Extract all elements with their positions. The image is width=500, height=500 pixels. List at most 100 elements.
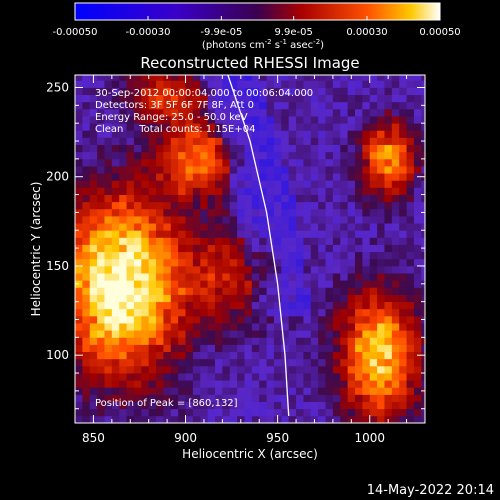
heatmap-cell	[399, 130, 407, 138]
heatmap-cell	[185, 258, 194, 267]
heatmap-cell	[384, 301, 393, 310]
x-tick-label: 900	[174, 431, 197, 445]
heatmap-cell	[192, 158, 201, 167]
heatmap-cell	[192, 230, 201, 238]
heatmap-cell	[185, 194, 194, 203]
heatmap-cell	[340, 337, 349, 345]
heatmap-cell	[229, 237, 238, 245]
heatmap-cell	[229, 315, 238, 324]
heatmap-cell	[82, 287, 91, 295]
heatmap-cell	[303, 308, 312, 317]
heatmap-cell	[133, 80, 142, 88]
heatmap-cell	[148, 194, 157, 203]
heatmap-cell	[215, 151, 223, 160]
heatmap-cell	[222, 230, 231, 238]
heatmap-cell	[141, 166, 150, 174]
heatmap-cell	[148, 280, 157, 288]
heatmap-cell	[104, 330, 113, 338]
heatmap-cell	[207, 101, 216, 110]
heatmap-cell	[273, 187, 282, 195]
heatmap-cell	[296, 287, 304, 295]
heatmap-cell	[340, 166, 349, 174]
heatmap-cell	[310, 315, 319, 324]
heatmap-cell	[325, 75, 334, 81]
heatmap-cell	[259, 123, 267, 131]
heatmap-cell	[119, 75, 127, 81]
heatmap-cell	[104, 265, 113, 274]
heatmap-cell	[185, 365, 194, 374]
heatmap-cell	[399, 223, 407, 231]
heatmap-cell	[148, 237, 157, 245]
heatmap-cell	[111, 116, 120, 124]
heatmap-cell	[303, 180, 312, 188]
heatmap-cell	[296, 273, 304, 281]
heatmap-cell	[163, 80, 172, 88]
heatmap-cell	[163, 116, 172, 124]
heatmap-cell	[229, 280, 238, 288]
heatmap-cell	[332, 151, 341, 160]
heatmap-cell	[244, 194, 253, 203]
heatmap-cell	[384, 323, 393, 331]
heatmap-cell	[215, 108, 223, 117]
heatmap-cell	[156, 258, 164, 267]
heatmap-cell	[325, 358, 334, 367]
heatmap-cell	[89, 108, 98, 117]
heatmap-cell	[391, 80, 400, 88]
heatmap-cell	[377, 180, 385, 188]
heatmap-cell	[82, 94, 91, 103]
heatmap-cell	[296, 101, 304, 110]
heatmap-cell	[148, 337, 157, 345]
heatmap-cell	[207, 315, 216, 324]
heatmap-cell	[185, 265, 194, 274]
heatmap-cell	[391, 273, 400, 281]
heatmap-cell	[303, 151, 312, 160]
heatmap-cell	[369, 280, 378, 288]
heatmap-cell	[192, 373, 201, 381]
heatmap-cell	[273, 208, 282, 217]
heatmap-cell	[288, 94, 297, 103]
heatmap-cell	[215, 287, 223, 295]
heatmap-cell	[369, 173, 378, 181]
heatmap-cell	[266, 273, 275, 281]
heatmap-cell	[399, 158, 407, 167]
heatmap-cell	[237, 94, 245, 103]
heatmap-cell	[207, 308, 216, 317]
heatmap-cell	[141, 208, 150, 217]
heatmap-cell	[82, 401, 91, 410]
heatmap-cell	[362, 287, 371, 295]
heatmap-cell	[133, 75, 142, 81]
heatmap-cell	[82, 166, 91, 174]
heatmap-cell	[318, 280, 326, 288]
heatmap-cell	[310, 201, 319, 210]
heatmap-cell	[273, 158, 282, 167]
heatmap-cell	[325, 187, 334, 195]
heatmap-cell	[170, 287, 179, 295]
heatmap-cell	[391, 251, 400, 260]
heatmap-cell	[288, 365, 297, 374]
heatmap-cell	[192, 408, 201, 417]
heatmap-cell	[222, 330, 231, 338]
heatmap-cell	[200, 408, 209, 417]
heatmap-cell	[266, 201, 275, 210]
heatmap-cell	[156, 230, 164, 238]
heatmap-cell	[215, 116, 223, 124]
heatmap-cell	[266, 130, 275, 138]
heatmap-cell	[215, 323, 223, 331]
heatmap-cell	[332, 330, 341, 338]
heatmap-cell	[215, 158, 223, 167]
heatmap-cell	[273, 265, 282, 274]
heatmap-cell	[119, 265, 127, 274]
heatmap-cell	[347, 294, 356, 303]
heatmap-cell	[89, 287, 98, 295]
heatmap-cell	[229, 387, 238, 395]
heatmap-cell	[207, 194, 216, 203]
heatmap-cell	[251, 94, 260, 103]
heatmap-cell	[215, 337, 223, 345]
heatmap-cell	[97, 408, 105, 417]
heatmap-cell	[362, 101, 371, 110]
heatmap-cell	[170, 244, 179, 253]
heatmap-cell	[266, 280, 275, 288]
heatmap-cell	[192, 75, 201, 81]
heatmap-cell	[421, 258, 425, 267]
heatmap-cell	[310, 294, 319, 303]
